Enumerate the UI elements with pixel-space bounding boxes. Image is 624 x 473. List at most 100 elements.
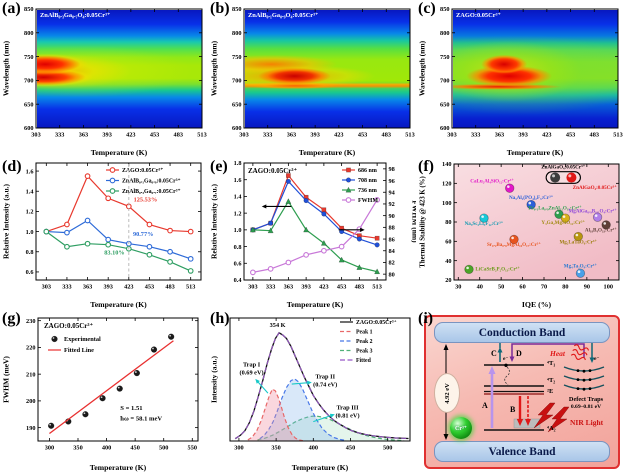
transfer-path-d [511,343,585,359]
svg-text:210: 210 [26,371,35,378]
chart-e: 303 333 363 393 423 453 483 513 0.4 0.6 0.8 1.0 1.2 1… [210,160,417,309]
label-4t2: ⁴T₂ [547,377,556,384]
svg-text:Temperature (K): Temperature (K) [292,463,349,472]
svg-text:1.4: 1.4 [234,194,243,201]
svg-text:Y₃Ga₂MgSiO₁₂:Cr³⁺: Y₃Ga₂MgSiO₁₂:Cr³⁺ [541,220,585,226]
svg-text:423: 423 [124,284,133,291]
svg-text:IQE (%): IQE (%) [522,300,552,309]
svg-text:88: 88 [389,225,395,232]
svg-text:363: 363 [284,284,293,291]
svg-text:Mg₄Ta₂O₉:Cr³⁺: Mg₄Ta₂O₉:Cr³⁺ [564,263,598,269]
svg-text:Fitted: Fitted [356,358,372,364]
svg-text:90: 90 [389,213,395,220]
svg-text:(0.81 eV): (0.81 eV) [335,413,359,420]
svg-text:453: 453 [150,132,159,139]
svg-text:393: 393 [103,284,112,291]
label-defect-traps: Defect Traps [568,396,604,403]
label-trap-depth: 0.69–0.81 eV [570,404,602,410]
svg-text:333: 333 [266,284,275,291]
svg-text:354 K: 354 K [270,322,286,329]
heatmap-c-title: ZAGO:0.05Cr³⁺ [456,12,501,19]
svg-text:1.2: 1.2 [234,210,242,217]
svg-text:Peak 1: Peak 1 [356,330,373,336]
svg-text:(0.69 eV): (0.69 eV) [239,369,263,376]
svg-text:ZAGO:0.05Cr³⁺: ZAGO:0.05Cr³⁺ [122,168,163,174]
svg-text:513: 513 [405,132,414,139]
chart-f: 30 40 50 60 70 80 90 100 20 40 60 80 100 120 140 IQE (%… [420,161,620,309]
panel-e-letter: (e) [210,158,228,175]
detrapping-arrowhead-d [509,356,515,362]
label-arrow-b: B [510,405,516,414]
svg-text:750: 750 [232,54,241,61]
svg-text:708 nm: 708 nm [358,178,377,184]
svg-text:363: 363 [287,132,296,139]
excitation-arrowhead-a [488,366,496,374]
svg-text:Intensity (a.u.): Intensity (a.u.) [210,356,219,403]
svg-text:686 nm: 686 nm [358,168,377,174]
svg-text:700: 700 [24,78,33,85]
svg-text:90.77%: 90.77% [133,231,153,238]
svg-text:303: 303 [447,132,456,139]
svg-text:1.6: 1.6 [234,177,242,184]
svg-text:98: 98 [389,166,395,173]
panel-d: (d) 303 333 363 393 423 453 483 513 0.6 0.8 1.0 1.2… [0,158,208,310]
svg-text:513: 513 [186,284,195,291]
panel-h: (h) 300 350 400 450 500 Temperature (K) Intens… [208,310,416,473]
chart-a: 303 333 363 393 423 453 483 513 600 650 700 750 800 8… [2,6,207,157]
svg-text:100: 100 [442,200,451,207]
svg-text:94: 94 [389,189,396,196]
svg-text:Experimental: Experimental [64,336,101,343]
svg-text:800: 800 [24,30,33,37]
svg-text:850: 850 [24,6,33,13]
heatmap-c [452,9,618,128]
svg-text:ZAGO:0.05Cr³⁺: ZAGO:0.05Cr³⁺ [44,322,93,330]
panel-g: (g) 300 350 400 450 500 550 190 200 210 220 230 Tem… [0,310,208,473]
svg-text:650: 650 [24,101,33,108]
heatmap-b [244,9,410,128]
svg-text:86: 86 [389,236,395,243]
heatmap-a [36,9,202,128]
svg-text:S = 1.51: S = 1.51 [120,405,142,412]
svg-text:Relative Intensity (a.u.): Relative Intensity (a.u.) [2,184,11,259]
svg-text:Temperature (K): Temperature (K) [90,463,147,472]
panel-c: (c) ZAGO:0.05Cr³⁺ 303 333 363 393 423 453 483 5… [416,0,624,158]
svg-text:303: 303 [31,132,40,139]
svg-text:Sr₀.₂Ba₀.₈MgAl₁₀O₁₇:Cr³⁺: Sr₀.₂Ba₀.₈MgAl₁₀O₁₇:Cr³⁺ [487,242,541,248]
svg-text:513: 513 [372,284,381,291]
svg-text:363: 363 [79,132,88,139]
svg-text:0.8: 0.8 [234,244,242,251]
svg-text:453: 453 [337,284,346,291]
heat-waves-icon [570,344,590,361]
svg-text:1.4: 1.4 [26,188,35,195]
svg-text:Relative Intensity (a.u.): Relative Intensity (a.u.) [210,184,219,259]
bandgap-value: 4.92 eV [443,382,451,404]
svg-text:80: 80 [389,271,395,278]
svg-text:303: 303 [248,284,257,291]
cr-ion: Cr³⁺ [450,417,472,439]
svg-text:1.6: 1.6 [26,168,34,175]
svg-text:230: 230 [26,318,35,325]
chart-h: 300 350 400 450 500 Temperature (K) Intensity … [210,317,411,472]
svg-text:363: 363 [83,284,92,291]
svg-text:500: 500 [383,445,392,452]
svg-text:350: 350 [271,445,280,452]
svg-text:LiCaSrB₂P₂O₁₃:Cr³⁺: LiCaSrB₂P₂O₁₃:Cr³⁺ [475,266,520,272]
panel-a-letter: (a) [2,0,21,17]
svg-text:190: 190 [26,425,35,432]
svg-text:393: 393 [310,132,319,139]
defect-traps-icon [563,366,605,391]
svg-text:650: 650 [232,101,241,108]
svg-text:90: 90 [584,284,590,291]
svg-text:423: 423 [319,284,328,291]
svg-text:453: 453 [358,132,367,139]
svg-text:200: 200 [26,398,35,405]
panel-e: (e) 303 333 363 393 423 453 483 513 0.4 0.6 0.8 1.0… [208,158,417,310]
heatmap-a-title: ZnAlB₀.₃Ga₀.₇O₄:0.05Cr³⁺ [40,12,111,19]
svg-text:1.8: 1.8 [234,160,242,167]
svg-text:750: 750 [440,54,449,61]
svg-text:650: 650 [440,101,449,108]
chart-g: 300 350 400 450 500 550 190 200 210 220 230 Tempera… [2,317,199,472]
svg-text:120: 120 [442,181,451,188]
bandgap-arrowhead-down [443,434,449,440]
cr-ion-label: Cr³⁺ [455,425,467,432]
